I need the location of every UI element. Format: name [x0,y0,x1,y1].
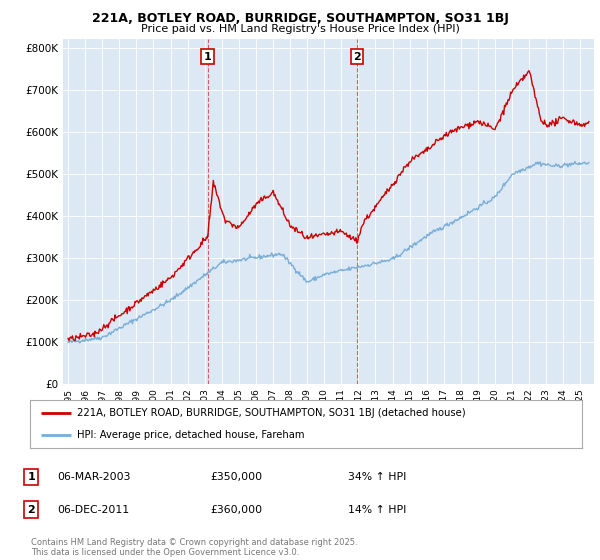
Text: HPI: Average price, detached house, Fareham: HPI: Average price, detached house, Fare… [77,430,304,440]
Text: 221A, BOTLEY ROAD, BURRIDGE, SOUTHAMPTON, SO31 1BJ: 221A, BOTLEY ROAD, BURRIDGE, SOUTHAMPTON… [92,12,508,25]
Text: Price paid vs. HM Land Registry's House Price Index (HPI): Price paid vs. HM Land Registry's House … [140,24,460,34]
Text: 1: 1 [28,472,35,482]
Text: 06-MAR-2003: 06-MAR-2003 [57,472,131,482]
Text: 221A, BOTLEY ROAD, BURRIDGE, SOUTHAMPTON, SO31 1BJ (detached house): 221A, BOTLEY ROAD, BURRIDGE, SOUTHAMPTON… [77,408,466,418]
Text: 2: 2 [353,52,361,62]
Text: 1: 1 [204,52,212,62]
Text: 06-DEC-2011: 06-DEC-2011 [57,505,129,515]
Text: £350,000: £350,000 [210,472,262,482]
Text: 2: 2 [28,505,35,515]
Text: £360,000: £360,000 [210,505,262,515]
Text: 34% ↑ HPI: 34% ↑ HPI [348,472,406,482]
Text: 14% ↑ HPI: 14% ↑ HPI [348,505,406,515]
Text: Contains HM Land Registry data © Crown copyright and database right 2025.
This d: Contains HM Land Registry data © Crown c… [31,538,358,557]
